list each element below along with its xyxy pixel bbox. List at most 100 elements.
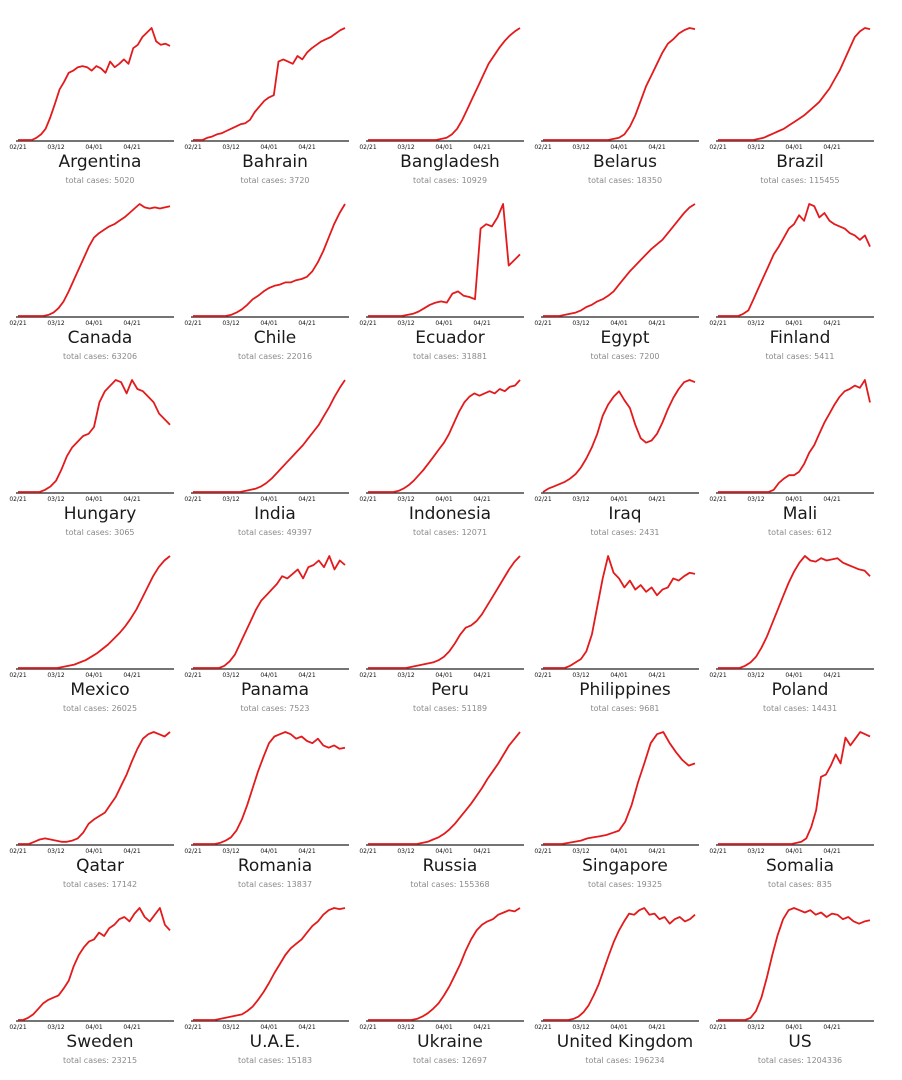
total-cases-prefix: total cases: <box>240 704 290 713</box>
series-line-bangladesh <box>368 27 521 141</box>
x-tick-label: 03/12 <box>747 144 764 151</box>
x-tick-label: 04/01 <box>435 848 452 855</box>
x-tick-label: 04/21 <box>123 320 140 327</box>
x-tick-label: 02/21 <box>184 1024 201 1031</box>
x-tick-label: 04/21 <box>473 496 490 503</box>
chart-plot: 02/21 03/12 04/01 04/21 <box>9 379 174 503</box>
total-cases-label: total cases: 22016 <box>189 352 361 361</box>
panel-title: Somalia <box>765 856 835 876</box>
panel-title: U.A.E. <box>249 1032 301 1052</box>
total-cases-prefix: total cases: <box>237 352 287 361</box>
total-cases-value: 14431 <box>811 704 838 713</box>
x-tick-label: 02/21 <box>9 672 26 679</box>
x-tick-label: 02/21 <box>534 496 551 503</box>
x-tick-label: 02/21 <box>184 320 201 327</box>
total-cases-prefix: total cases: <box>585 1056 635 1065</box>
chart-plot: 02/21 03/12 04/01 04/21 <box>359 555 524 679</box>
x-tick-label: 04/01 <box>785 144 802 151</box>
total-cases-label: total cases: 14431 <box>714 704 886 713</box>
x-tick-label: 04/21 <box>648 496 665 503</box>
chart-panel-chile: 02/21 03/12 04/01 04/21 Chile total cases: 22… <box>184 196 361 368</box>
x-tick-label: 02/21 <box>9 848 26 855</box>
x-tick-label: 02/21 <box>359 320 376 327</box>
total-cases-label: total cases: 3720 <box>189 176 361 185</box>
panel-title: India <box>254 504 296 524</box>
chart-plot: 02/21 03/12 04/01 04/21 <box>709 555 874 679</box>
series-line-singapore <box>543 731 696 845</box>
chart-panel-belarus: 02/21 03/12 04/01 04/21 Belarus total cases: … <box>534 20 711 192</box>
chart-plot: 02/21 03/12 04/01 04/21 <box>9 731 174 855</box>
total-cases-value: 196234 <box>634 1056 665 1065</box>
x-tick-label: 03/12 <box>572 848 589 855</box>
total-cases-value: 17142 <box>111 880 138 889</box>
chart-plot: 02/21 03/12 04/01 04/21 <box>9 555 174 679</box>
chart-panel-romania: 02/21 03/12 04/01 04/21 Romania total cases: … <box>184 724 361 896</box>
total-cases-prefix: total cases: <box>590 704 640 713</box>
panel-title: Bangladesh <box>400 152 500 172</box>
x-tick-label: 04/01 <box>610 320 627 327</box>
panel-title: Canada <box>67 328 133 348</box>
total-cases-value: 19325 <box>636 880 663 889</box>
total-cases-label: total cases: 49397 <box>189 528 361 537</box>
series-line-finland <box>718 203 871 317</box>
total-cases-label: total cases: 7200 <box>539 352 711 361</box>
chart-panel-iraq: 02/21 03/12 04/01 04/21 Iraq total cases: 243… <box>534 372 711 544</box>
chart-plot: 02/21 03/12 04/01 04/21 <box>709 27 874 151</box>
x-tick-label: 04/01 <box>610 1024 627 1031</box>
x-tick-label: 04/01 <box>785 496 802 503</box>
chart-plot: 02/21 03/12 04/01 04/21 <box>709 379 874 503</box>
total-cases-prefix: total cases: <box>62 704 112 713</box>
x-tick-label: 04/01 <box>85 496 102 503</box>
panel-title: Poland <box>771 680 829 700</box>
chart-panel-qatar: 02/21 03/12 04/01 04/21 Qatar total cases: 17… <box>9 724 186 896</box>
panel-title: Hungary <box>63 504 137 524</box>
series-line-indonesia <box>368 379 521 493</box>
total-cases-prefix: total cases: <box>762 704 812 713</box>
total-cases-prefix: total cases: <box>587 176 637 185</box>
total-cases-value: 26025 <box>111 704 138 713</box>
x-tick-label: 04/21 <box>473 672 490 679</box>
chart-panel-bangladesh: 02/21 03/12 04/01 04/21 Bangladesh total case… <box>359 20 536 192</box>
total-cases-label: total cases: 9681 <box>539 704 711 713</box>
panel-title: Mali <box>782 504 818 524</box>
x-tick-label: 03/12 <box>47 144 64 151</box>
chart-panel-india: 02/21 03/12 04/01 04/21 India total cases: 49… <box>184 372 361 544</box>
panel-title: Bahrain <box>242 152 308 172</box>
series-line-somalia <box>718 731 871 845</box>
x-tick-label: 04/01 <box>85 848 102 855</box>
total-cases-prefix: total cases: <box>760 176 810 185</box>
total-cases-value: 18350 <box>636 176 663 185</box>
chart-panel-ukraine: 02/21 03/12 04/01 04/21 Ukraine total cases: … <box>359 900 536 1072</box>
chart-panel-us: 02/21 03/12 04/01 04/21 US total cases: 12043… <box>709 900 886 1072</box>
x-tick-label: 04/21 <box>298 320 315 327</box>
x-tick-label: 04/21 <box>823 496 840 503</box>
total-cases-label: total cases: 12071 <box>364 528 536 537</box>
chart-panel-canada: 02/21 03/12 04/01 04/21 Canada total cases: 6… <box>9 196 186 368</box>
x-tick-label: 04/21 <box>823 1024 840 1031</box>
chart-panel-peru: 02/21 03/12 04/01 04/21 Peru total cases: 511… <box>359 548 536 720</box>
total-cases-label: total cases: 5020 <box>14 176 186 185</box>
panel-title: Brazil <box>776 152 824 172</box>
total-cases-label: total cases: 1204336 <box>714 1056 886 1065</box>
x-tick-label: 04/21 <box>123 672 140 679</box>
total-cases-label: total cases: 31881 <box>364 352 536 361</box>
chart-plot: 02/21 03/12 04/01 04/21 <box>709 203 874 327</box>
x-tick-label: 04/01 <box>85 672 102 679</box>
panel-title: US <box>788 1032 812 1052</box>
chart-panel-somalia: 02/21 03/12 04/01 04/21 Somalia total cases: … <box>709 724 886 896</box>
total-cases-prefix: total cases: <box>237 880 287 889</box>
chart-plot: 02/21 03/12 04/01 04/21 <box>534 555 699 679</box>
series-line-bahrain <box>193 27 346 141</box>
total-cases-prefix: total cases: <box>768 528 817 537</box>
chart-plot: 02/21 03/12 04/01 04/21 <box>709 907 874 1031</box>
x-tick-label: 03/12 <box>47 672 64 679</box>
total-cases-prefix: total cases: <box>412 704 462 713</box>
total-cases-prefix: total cases: <box>590 352 640 361</box>
total-cases-value: 10929 <box>461 176 488 185</box>
panel-title: Russia <box>422 856 478 876</box>
series-line-sweden <box>18 907 171 1021</box>
total-cases-value: 835 <box>816 880 832 889</box>
x-tick-label: 03/12 <box>747 320 764 327</box>
x-tick-label: 02/21 <box>9 496 26 503</box>
chart-plot: 02/21 03/12 04/01 04/21 <box>359 731 524 855</box>
